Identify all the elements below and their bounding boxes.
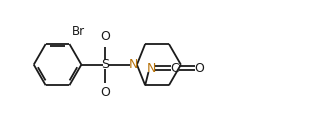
Text: Br: Br xyxy=(72,25,85,38)
Text: O: O xyxy=(100,30,110,43)
Text: C: C xyxy=(171,62,179,75)
Text: O: O xyxy=(194,62,204,75)
Text: N: N xyxy=(128,58,138,71)
Text: N: N xyxy=(146,62,156,75)
Text: O: O xyxy=(100,86,110,99)
Text: S: S xyxy=(101,58,109,71)
